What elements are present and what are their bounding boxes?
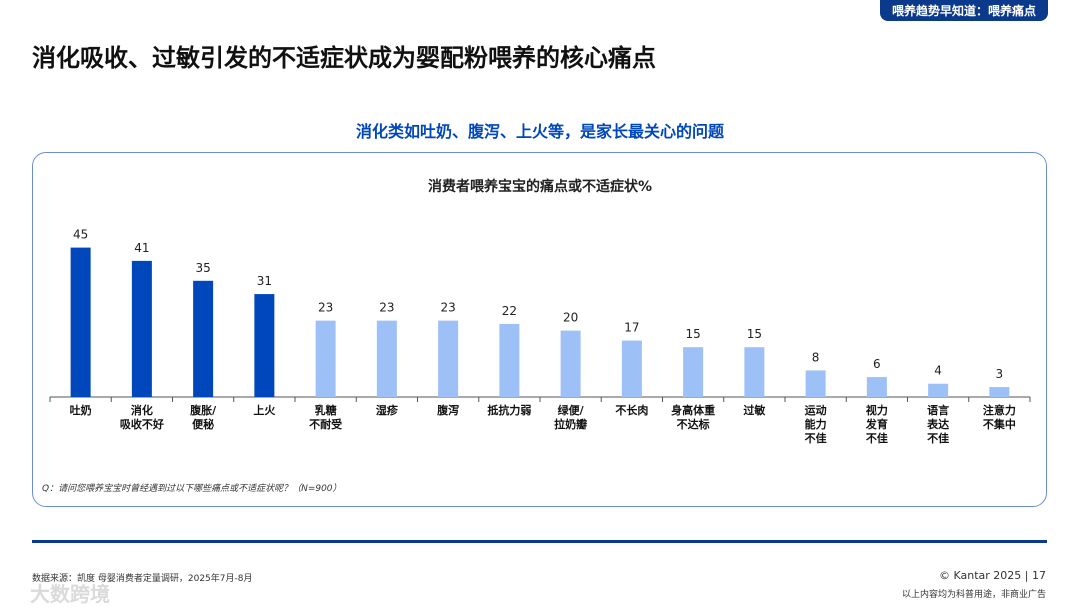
bar — [254, 294, 275, 397]
value-label: 15 — [685, 327, 700, 341]
bar — [683, 347, 704, 397]
value-label: 23 — [440, 301, 455, 315]
bar — [193, 280, 214, 397]
x-tick-label: 语言 表达 不佳 — [927, 404, 950, 445]
value-label: 4 — [934, 364, 942, 378]
value-label: 3 — [996, 367, 1004, 381]
bar — [376, 320, 397, 397]
x-tick-label: 湿疹 — [375, 404, 398, 417]
value-label: 6 — [873, 357, 881, 371]
headline: 消化吸收、过敏引发的不适症状成为婴配粉喂养的核心痛点 — [32, 44, 656, 72]
x-tick-label: 腹泻 — [437, 404, 460, 417]
value-label: 31 — [257, 274, 272, 288]
bar — [438, 320, 459, 397]
x-tick-label: 腹胀/ 便秘 — [190, 404, 217, 431]
value-label: 20 — [563, 311, 578, 325]
value-label: 22 — [502, 304, 517, 318]
bar — [70, 247, 91, 397]
x-tick-label: 过敏 — [743, 404, 766, 417]
chart-title: 消费者喂养宝宝的痛点或不适症状% — [428, 178, 652, 195]
x-tick-label: 运动 能力 不佳 — [804, 404, 827, 445]
chart-frame — [32, 152, 1047, 507]
value-label: 23 — [318, 301, 333, 315]
section-tag: 喂养趋势早知道：喂养痛点 — [879, 0, 1048, 21]
watermark: 大数跨境 — [30, 582, 110, 606]
subtitle: 消化类如吐奶、腹泻、上火等，是家长最关心的问题 — [355, 122, 724, 141]
value-label: 35 — [195, 261, 210, 275]
bar — [744, 347, 765, 397]
x-tick-label: 不长肉 — [615, 404, 649, 417]
x-tick-label: 乳糖 不耐受 — [309, 404, 343, 431]
value-label: 8 — [812, 350, 820, 364]
x-tick-label: 吐奶 — [69, 404, 92, 417]
divider — [32, 540, 1047, 543]
bar — [928, 383, 949, 397]
bar — [866, 377, 887, 397]
bar — [989, 387, 1010, 397]
bar — [131, 260, 152, 397]
footnote: Q：请问您喂养宝宝时曾经遇到过以下哪些痛点或不适症状呢？（N=900） — [42, 484, 342, 494]
value-label: 23 — [379, 301, 394, 315]
x-tick-label: 身高体重 不达标 — [671, 404, 716, 431]
bar — [805, 370, 826, 397]
x-tick-label: 上火 — [253, 404, 276, 417]
disclaimer: 以上内容均为科普用途，非商业广告 — [901, 590, 1046, 600]
value-label: 17 — [624, 321, 639, 335]
x-tick-label: 抵抗力弱 — [487, 404, 532, 417]
x-tick-label: 绿便/ 拉奶瓣 — [554, 404, 588, 431]
copyright: © Kantar 2025 | 17 — [939, 569, 1046, 582]
value-label: 41 — [134, 241, 149, 255]
value-label: 15 — [747, 327, 762, 341]
bar — [560, 330, 581, 397]
x-tick-label: 消化 吸收不好 — [119, 404, 164, 431]
source: 数据来源：凯度 母婴消费者定量调研，2025年7月-8月 — [32, 574, 253, 584]
x-tick-label: 视力 发育 不佳 — [865, 404, 888, 445]
x-tick-label: 注意力 不集中 — [982, 404, 1016, 431]
bar — [499, 323, 520, 397]
value-label: 45 — [73, 228, 88, 242]
bar — [315, 320, 336, 397]
bar — [621, 340, 642, 397]
